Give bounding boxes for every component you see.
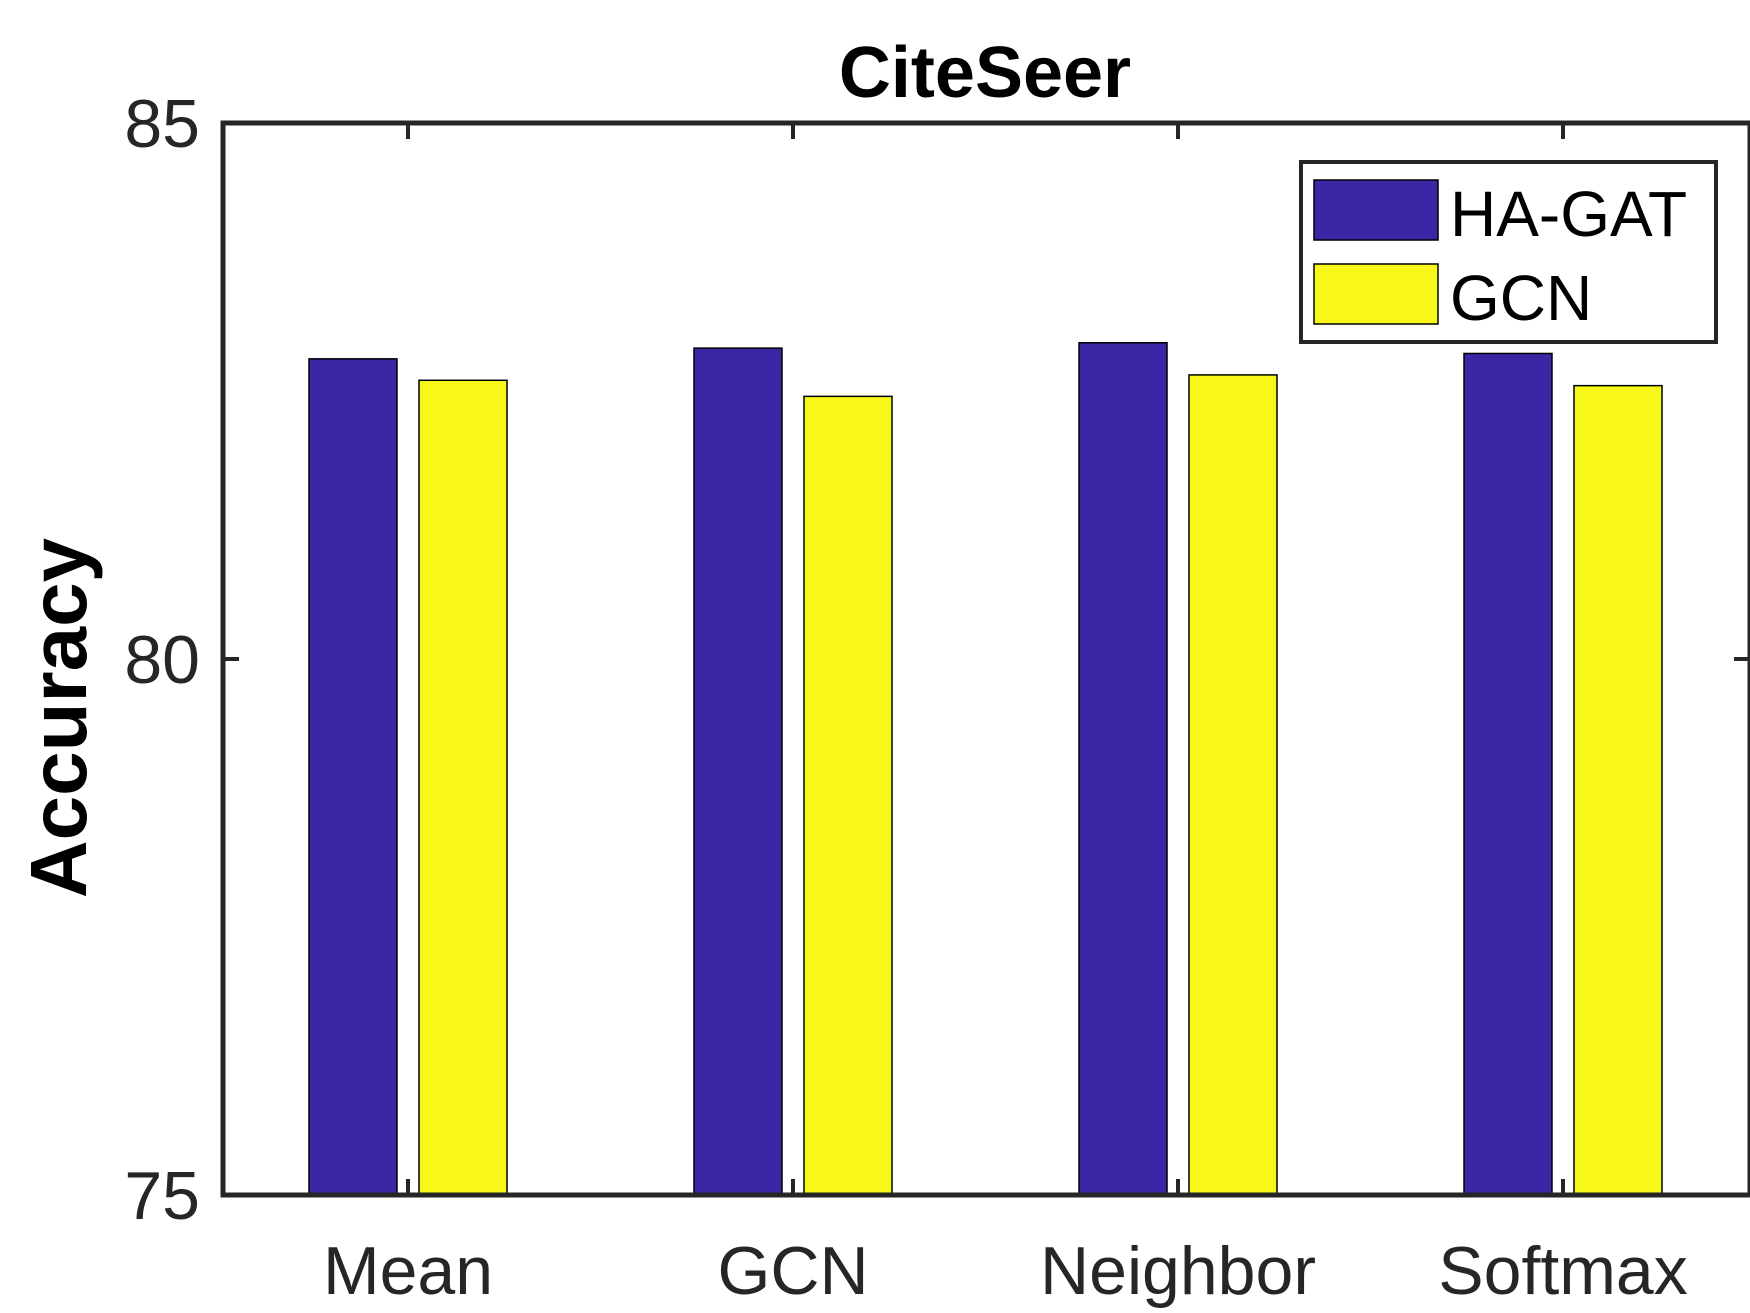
y-tick-label-85: 85	[124, 86, 200, 162]
bar-ha-gat-gcn	[693, 347, 783, 1196]
bars-layer	[308, 342, 1663, 1196]
bar-ha-gat-neighbor	[1078, 342, 1168, 1196]
legend: HA-GAT GCN	[1299, 160, 1718, 344]
y-axis-label: Accuracy	[14, 537, 103, 898]
x-tick-label-gcn: GCN	[717, 1233, 868, 1309]
x-tick-label-softmax: Softmax	[1438, 1233, 1687, 1309]
bar-gcn-neighbor	[1188, 374, 1278, 1196]
bar-gcn-softmax	[1573, 384, 1663, 1196]
bar-ha-gat-mean	[308, 358, 398, 1196]
legend-label-ha-gat: HA-GAT	[1450, 178, 1687, 250]
plot-area-frame	[220, 120, 1750, 1198]
y-tick-label-80: 80	[124, 622, 200, 698]
x-tick-label-mean: Mean	[323, 1233, 493, 1309]
y-tick-label-75: 75	[124, 1158, 200, 1234]
bar-ha-gat-softmax	[1463, 352, 1553, 1196]
bar-gcn-gcn	[803, 395, 893, 1196]
legend-swatch-ha-gat	[1313, 179, 1439, 241]
ticks-layer: Mean GCN Neighbor Softmax 75 80 85	[124, 86, 1750, 1309]
chart-title: CiteSeer	[839, 33, 1131, 113]
x-tick-label-neighbor: Neighbor	[1040, 1233, 1316, 1309]
legend-swatch-gcn	[1313, 263, 1439, 325]
bar-gcn-mean	[418, 379, 508, 1196]
legend-label-gcn: GCN	[1450, 262, 1592, 334]
